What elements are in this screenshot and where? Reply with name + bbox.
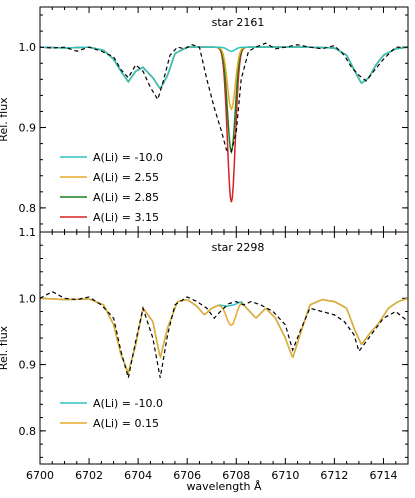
legend-label: A(Li) = -10.0 xyxy=(93,151,163,164)
x-axis-label: wavelength Å xyxy=(186,480,262,493)
x-tick-label: 6706 xyxy=(173,469,201,482)
y-tick-label: 1.1 xyxy=(19,226,37,239)
y-tick-label: 1.0 xyxy=(19,292,37,305)
y-tick-label: 0.9 xyxy=(19,122,37,135)
model-line xyxy=(40,297,408,376)
y-tick-label: 1.0 xyxy=(19,41,37,54)
panel-star-2298: 6700 6702 6704 6706 6708 6710 6712 6714 0.8 0.9 1.… xyxy=(0,226,409,482)
plot-area xyxy=(40,290,408,378)
legend-label: A(Li) = -10.0 xyxy=(93,397,163,410)
legend-label: A(Li) = 3.15 xyxy=(93,211,159,224)
axes-frame xyxy=(39,231,409,465)
x-tick-label: 6700 xyxy=(26,469,54,482)
x-tick-label: 6704 xyxy=(124,469,152,482)
legend-label: A(Li) = 2.55 xyxy=(93,171,159,184)
y-tick-label: 0.8 xyxy=(19,202,37,215)
x-tick-label: 6710 xyxy=(271,469,299,482)
x-tick-label: 6714 xyxy=(369,469,397,482)
panel-title: star 2298 xyxy=(212,241,265,254)
model-line xyxy=(40,46,408,155)
observed-spectrum-line xyxy=(40,290,408,378)
observed-spectrum-line xyxy=(40,42,408,153)
panel-star-2161: 0.8 0.9 1.0 Rel. flux star 2161 A(Li) = -10.0… xyxy=(0,6,409,233)
legend-label: A(Li) = 0.15 xyxy=(93,417,159,430)
x-tick-label: 6712 xyxy=(320,469,348,482)
y-axis-label: Rel. flux xyxy=(0,97,10,142)
panel-title: star 2161 xyxy=(212,16,265,29)
x-tick-label: 6702 xyxy=(75,469,103,482)
plot-area xyxy=(40,42,408,203)
y-tick-label: 0.8 xyxy=(19,425,37,438)
x-tick-label: 6708 xyxy=(222,469,250,482)
y-axis-label: Rel. flux xyxy=(0,325,10,370)
legend-label: A(Li) = 2.85 xyxy=(93,191,159,204)
y-tick-label: 0.9 xyxy=(19,359,37,372)
model-line xyxy=(40,46,408,90)
